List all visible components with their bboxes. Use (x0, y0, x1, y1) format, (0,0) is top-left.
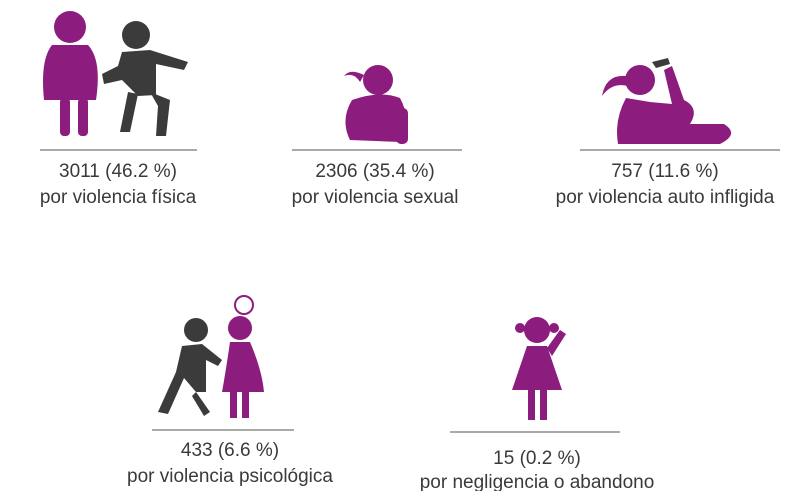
label: por violencia psicológica (127, 466, 333, 487)
infographic: 3011 (46.2 %) por violencia física 2306 … (0, 0, 800, 491)
count: 757 (11.6 %) (611, 161, 718, 182)
icon-psychological (158, 296, 264, 418)
icon-self-inflicted (602, 58, 731, 144)
label: por violencia física (40, 187, 197, 208)
icon-sexual (344, 65, 408, 144)
label: por violencia auto infligida (556, 187, 775, 208)
count: 433 (6.6 %) (181, 440, 279, 461)
label: por negligencia o abandono (420, 472, 655, 491)
label: por violencia sexual (292, 187, 459, 208)
count: 2306 (35.4 %) (315, 161, 434, 182)
count: 3011 (46.2 %) (59, 161, 177, 182)
icon-physical (43, 11, 188, 136)
icon-neglect (512, 317, 566, 420)
count: 15 (0.2 %) (493, 448, 581, 469)
